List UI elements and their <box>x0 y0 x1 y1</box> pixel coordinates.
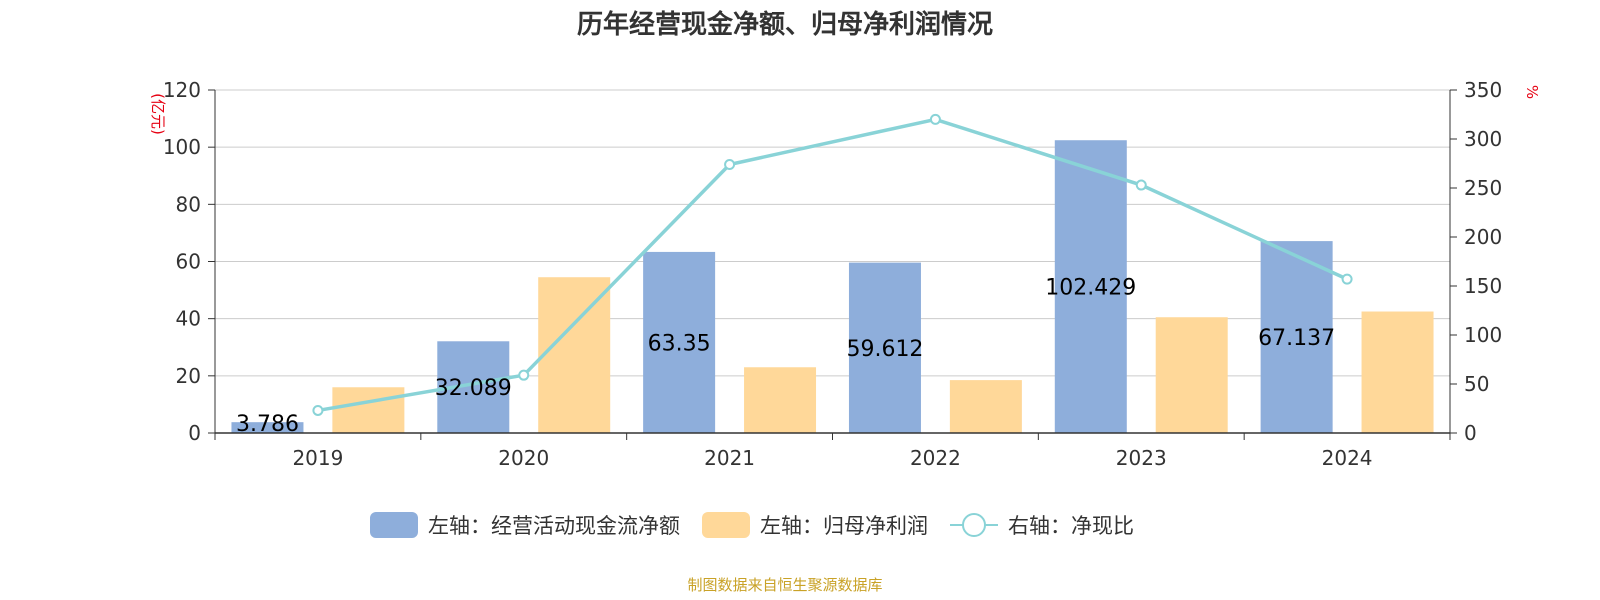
legend: 左轴：经营活动现金流净额 左轴：归母净利润 右轴：净现比 <box>370 512 1134 538</box>
left-axis-tick-label: 20 <box>176 364 201 388</box>
bar <box>1361 311 1434 433</box>
axes: 0 20 40 60 80 100 120 0 50 100 150 200 250 300 350 2019… <box>163 78 1502 470</box>
bar <box>848 262 921 433</box>
bar-value-label: 63.35 <box>648 331 711 356</box>
chart-title: 历年经营现金净额、归母净利润情况 <box>577 9 993 40</box>
x-axis-tick-label: 2020 <box>498 446 549 470</box>
legend-label: 左轴：归母净利润 <box>760 514 928 538</box>
ratio-point <box>1135 179 1147 191</box>
bar-value-label: 3.786 <box>236 412 299 437</box>
ratio-point <box>929 113 941 125</box>
bar <box>643 251 716 433</box>
legend-label: 左轴：经营活动现金流净额 <box>428 514 680 538</box>
ratio-point <box>518 369 530 381</box>
right-axis-tick-label: 100 <box>1464 323 1502 347</box>
x-axis-tick-label: 2022 <box>910 446 961 470</box>
right-axis-tick-label: 250 <box>1464 176 1502 200</box>
ratio-line-path <box>317 117 1348 413</box>
left-axis-tick-label: 40 <box>176 307 201 331</box>
legend-line-marker <box>962 513 986 537</box>
data-labels: 3.786 32.089 63.35 59.612 102.429 67.137 <box>236 276 1335 437</box>
bar <box>1155 317 1228 433</box>
ratio-point <box>724 158 736 170</box>
bar <box>538 277 611 433</box>
bar-value-label: 59.612 <box>846 337 923 362</box>
legend-label: 右轴：净现比 <box>1008 514 1134 538</box>
ratio-line <box>312 113 1353 416</box>
left-axis-tick-label: 0 <box>188 421 201 445</box>
bar-value-label: 102.429 <box>1045 276 1136 301</box>
bar-value-label: 67.137 <box>1258 326 1335 351</box>
ratio-point <box>1341 273 1353 285</box>
right-axis-unit: % <box>1523 85 1541 99</box>
bar <box>231 422 304 433</box>
bar <box>744 367 817 433</box>
right-axis-tick-label: 150 <box>1464 274 1502 298</box>
gridlines <box>215 89 1450 377</box>
right-axis-tick-label: 300 <box>1464 127 1502 151</box>
x-axis-tick-label: 2023 <box>1116 446 1167 470</box>
right-axis-tick-label: 350 <box>1464 78 1502 102</box>
bars <box>231 140 1434 434</box>
x-axis-tick-label: 2024 <box>1322 446 1373 470</box>
x-axis-tick-label: 2021 <box>704 446 755 470</box>
right-axis-tick-label: 200 <box>1464 225 1502 249</box>
left-axis-tick-label: 80 <box>176 192 201 216</box>
source-note: 制图数据来自恒生聚源数据库 <box>687 576 882 594</box>
bar <box>332 387 405 433</box>
bar <box>949 380 1022 433</box>
left-axis-tick-label: 60 <box>176 250 201 274</box>
bar-value-label: 32.089 <box>435 376 512 401</box>
ratio-point <box>312 404 324 416</box>
right-axis-tick-label: 50 <box>1464 372 1489 396</box>
x-axis-tick-label: 2019 <box>292 446 343 470</box>
left-axis-tick-label: 100 <box>163 135 201 159</box>
legend-swatch <box>370 512 418 538</box>
bar <box>1260 241 1333 433</box>
right-axis-tick-label: 0 <box>1464 421 1477 445</box>
bar <box>1054 140 1127 434</box>
left-axis-unit: (亿元) <box>149 93 167 135</box>
legend-swatch <box>702 512 750 538</box>
left-axis-tick-label: 120 <box>163 78 201 102</box>
